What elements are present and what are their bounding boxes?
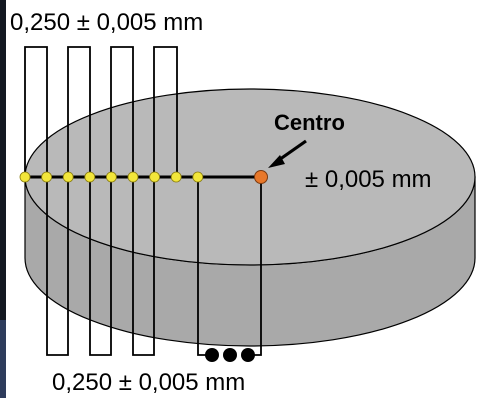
measurement-point: [19, 171, 31, 183]
bottom-tolerance-label: 0,250 ± 0,005 mm: [52, 369, 245, 396]
ellipsis-dots: [205, 348, 255, 362]
measurement-point: [127, 171, 139, 183]
center-tolerance-label: ± 0,005 mm: [305, 166, 432, 193]
left-edge-strip: [0, 0, 6, 398]
measurement-point: [170, 171, 182, 183]
measurement-point: [149, 171, 161, 183]
center-arrow: [268, 139, 307, 168]
measurement-point: [62, 171, 74, 183]
disc: [24, 88, 476, 347]
measurement-point: [84, 171, 96, 183]
center-point: [254, 170, 268, 184]
measurement-point: [106, 171, 117, 183]
measurement-point: [41, 171, 52, 183]
left-edge-accent: [0, 320, 6, 398]
top-spacing-bracket: [24, 46, 178, 177]
bottom-spacing-bracket: [46, 177, 155, 356]
measurement-points: [19, 171, 204, 183]
top-tolerance-label: 0,250 ± 0,005 mm: [10, 9, 203, 36]
center-label: Centro: [274, 110, 345, 135]
measurement-point: [192, 171, 204, 183]
